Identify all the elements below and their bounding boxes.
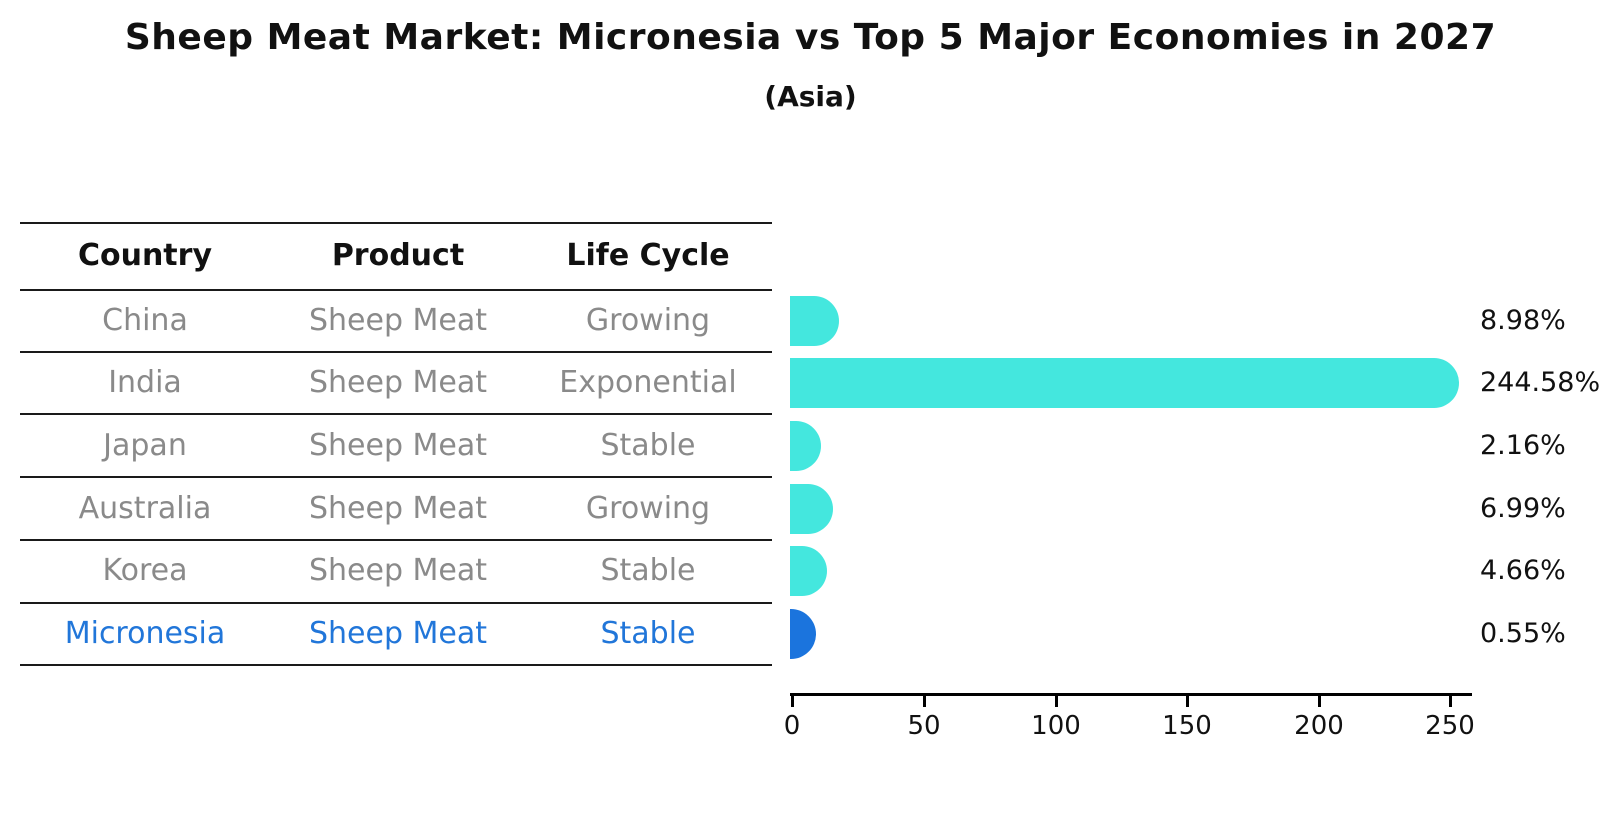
x-tick	[1186, 696, 1189, 707]
table-top-line	[20, 222, 772, 224]
x-tick	[1318, 696, 1321, 707]
bar-australia	[790, 484, 833, 534]
x-tick-label-150: 150	[1162, 711, 1212, 741]
table-row-china: China Sheep Meat Growing	[0, 304, 790, 338]
cell-life-cycle: Stable	[600, 616, 696, 651]
bar-india	[790, 358, 1459, 408]
x-tick	[791, 696, 794, 707]
cell-country: Micronesia	[64, 616, 226, 651]
bar-china	[790, 296, 839, 346]
cell-country: India	[108, 365, 182, 400]
value-label-india: 244.58%	[1480, 367, 1601, 398]
cell-country: Australia	[78, 491, 212, 526]
value-label-china: 8.98%	[1480, 305, 1566, 336]
cell-product: Sheep Meat	[308, 616, 488, 651]
table-divider	[20, 476, 772, 478]
x-tick	[1055, 696, 1058, 707]
value-label-korea: 4.66%	[1480, 555, 1566, 586]
cell-product: Sheep Meat	[308, 365, 488, 400]
cell-product: Sheep Meat	[308, 428, 488, 463]
table-divider	[20, 539, 772, 541]
table-row-india: India Sheep Meat Exponential	[0, 366, 790, 400]
cell-country: China	[102, 303, 188, 338]
cell-product: Sheep Meat	[308, 303, 488, 338]
x-axis-spine	[790, 693, 1472, 696]
table-row-micronesia: Micronesia Sheep Meat Stable	[0, 617, 790, 651]
chart-title: Sheep Meat Market: Micronesia vs Top 5 M…	[124, 17, 1497, 58]
value-label-japan: 2.16%	[1480, 430, 1566, 461]
x-tick	[1449, 696, 1452, 707]
table-divider	[20, 351, 772, 353]
x-tick-label-100: 100	[1031, 711, 1081, 741]
cell-life-cycle: Stable	[600, 428, 696, 463]
cell-life-cycle: Exponential	[559, 365, 737, 400]
x-tick-label-0: 0	[783, 711, 801, 741]
bar-japan	[790, 421, 821, 471]
header-life-cycle: Life Cycle	[566, 238, 730, 273]
header-product: Product	[331, 238, 465, 273]
cell-product: Sheep Meat	[308, 553, 488, 588]
cell-country: Korea	[102, 553, 188, 588]
value-label-australia: 6.99%	[1480, 493, 1566, 524]
cell-product: Sheep Meat	[308, 491, 488, 526]
table-row-japan: Japan Sheep Meat Stable	[0, 429, 790, 463]
x-tick-label-200: 200	[1294, 711, 1344, 741]
bar-micronesia	[790, 609, 816, 659]
x-tick-label-50: 50	[907, 711, 941, 741]
bar-korea	[790, 546, 827, 596]
x-tick	[923, 696, 926, 707]
x-tick-label-250: 250	[1425, 711, 1475, 741]
table-divider	[20, 413, 772, 415]
table-header-row: Country Product Life Cycle	[0, 239, 790, 273]
table-bottom-line	[20, 664, 772, 666]
cell-life-cycle: Stable	[600, 553, 696, 588]
value-label-micronesia: 0.55%	[1480, 618, 1566, 649]
cell-life-cycle: Growing	[585, 303, 711, 338]
cell-country: Japan	[103, 428, 187, 463]
table-divider	[20, 602, 772, 604]
table-header-line	[20, 289, 772, 291]
table-row-australia: Australia Sheep Meat Growing	[0, 492, 790, 526]
cell-life-cycle: Growing	[585, 491, 711, 526]
chart-subtitle: (Asia)	[764, 80, 857, 113]
header-country: Country	[77, 238, 213, 273]
table-row-korea: Korea Sheep Meat Stable	[0, 554, 790, 588]
